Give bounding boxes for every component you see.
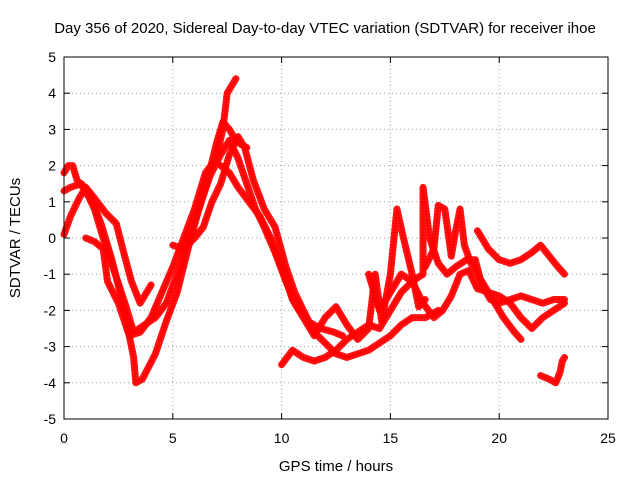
series-arc3 <box>60 183 155 307</box>
y-tick-label: -5 <box>44 411 57 427</box>
y-axis-label: SDTVAR / TECUs <box>7 178 24 298</box>
series-arc11 <box>537 353 568 387</box>
x-tick-label: 5 <box>169 430 177 446</box>
y-tick-label: -3 <box>44 339 57 355</box>
plot-frame <box>63 56 609 420</box>
series-arc4 <box>82 75 240 340</box>
grid-lines <box>64 57 608 419</box>
x-tick-label: 10 <box>274 430 290 446</box>
series-points <box>474 227 568 278</box>
series-arc8 <box>365 267 568 332</box>
chart-title: Day 356 of 2020, Sidereal Day-to-day VTE… <box>54 20 596 37</box>
series-points <box>422 202 524 343</box>
series-arc7 <box>278 183 568 369</box>
plot-area <box>60 75 568 387</box>
y-tick-label: -4 <box>44 375 57 391</box>
series-arc10 <box>473 227 568 278</box>
y-tick-label: 4 <box>48 85 56 101</box>
x-tick-label: 25 <box>600 430 616 446</box>
y-tick-label: 5 <box>48 49 56 65</box>
y-tick-label: 3 <box>48 121 56 137</box>
series-points <box>82 75 239 339</box>
series-arc9 <box>421 201 525 343</box>
series-line <box>421 201 525 343</box>
series-points <box>365 267 568 332</box>
y-tick-label: 1 <box>48 194 56 210</box>
x-tick-label: 20 <box>491 430 507 446</box>
x-axis-label: GPS time / hours <box>279 458 393 475</box>
axis-ticks: 0 5 10 15 20 25 -5 -4 -3 -2 -1 0 1 2 3 4 5 <box>44 49 616 446</box>
series-points <box>537 354 568 386</box>
x-tick-label: 0 <box>60 430 68 446</box>
y-tick-label: -1 <box>44 266 57 282</box>
y-tick-label: 0 <box>48 230 56 246</box>
y-tick-label: 2 <box>48 158 56 174</box>
y-tick-label: -2 <box>44 302 57 318</box>
x-tick-label: 15 <box>383 430 399 446</box>
